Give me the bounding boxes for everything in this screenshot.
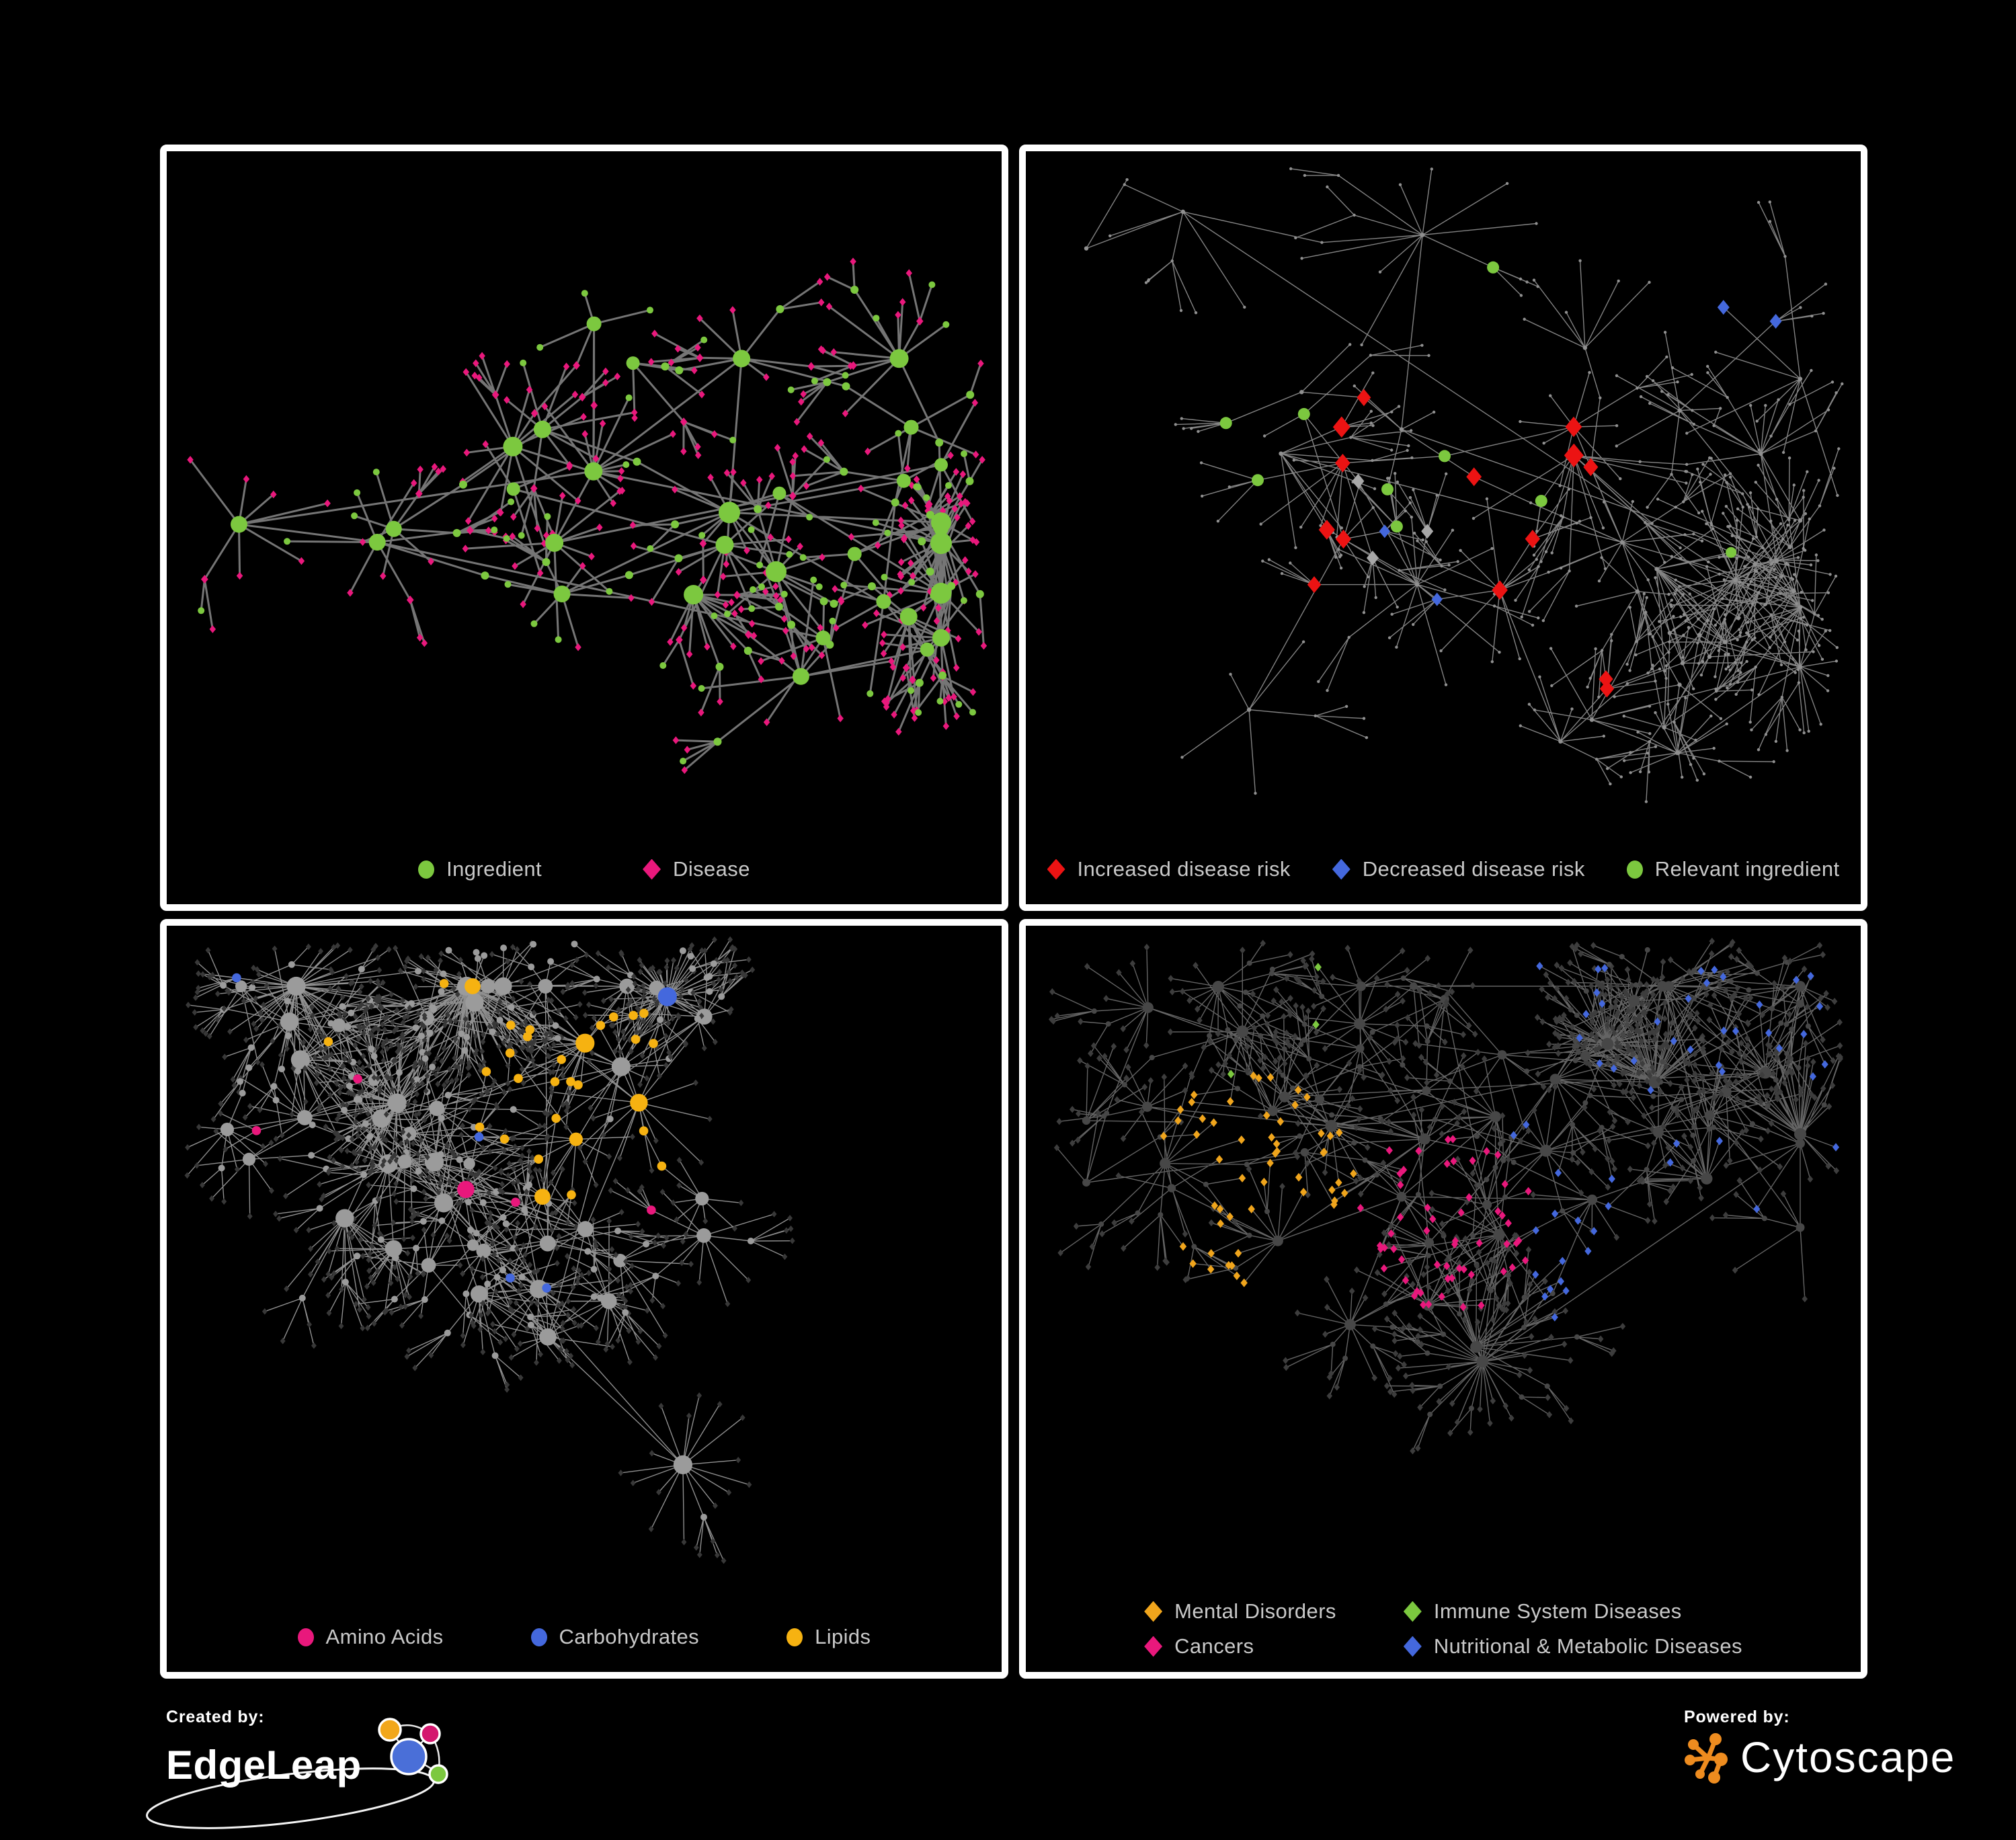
mental-disorders-marker-icon [1144, 1601, 1163, 1622]
legend-item-mental-disorders: Mental Disorders [1144, 1599, 1336, 1624]
network-canvas [184, 936, 795, 1564]
cancers-marker-icon [1144, 1636, 1163, 1657]
legend-label: Cancers [1174, 1634, 1254, 1658]
panel-legend: Increased disease risk Decreased disease… [1026, 857, 1861, 881]
disease-marker-icon [643, 858, 661, 880]
legend-label: Increased disease risk [1077, 857, 1291, 881]
cytoscape-brand: Cytoscape [1684, 1731, 1955, 1784]
network-canvas [187, 257, 987, 774]
nutritional-metabolic-marker-icon [1403, 1636, 1422, 1657]
lipids-marker-icon [787, 1628, 803, 1646]
legend-label: Amino Acids [325, 1625, 444, 1648]
increased-risk-marker-icon [1047, 858, 1065, 880]
cytoscape-logo [1685, 1733, 1728, 1784]
legend-label: Immune System Diseases [1433, 1599, 1682, 1623]
relevant-ingredient-marker-icon [1626, 860, 1643, 879]
legend-item-amino-acids: Amino Acids [297, 1625, 444, 1649]
legend-label: Lipids [815, 1625, 871, 1648]
carbohydrates-marker-icon [530, 1628, 547, 1646]
created-by-label: Created by: [166, 1708, 265, 1726]
network-panel-disease-classes: Mental Disorders Immune System Diseases … [1019, 919, 1867, 1679]
legend-item-carbohydrates: Carbohydrates [530, 1625, 700, 1649]
legend-item-lipids: Lipids [787, 1625, 871, 1649]
panel-legend: Amino Acids Carbohydrates Lipids [167, 1625, 1002, 1649]
powered-by-block: Powered by: Cytoscape [1684, 1708, 1955, 1784]
legend-label: Decreased disease risk [1362, 857, 1585, 881]
legend-label: Disease [673, 857, 750, 881]
legend-item-decreased-risk: Decreased disease risk [1332, 857, 1585, 881]
panel-legend: Mental Disorders Immune System Diseases … [1026, 1599, 1861, 1658]
legend-item-cancers: Cancers [1144, 1634, 1336, 1658]
legend-label: Carbohydrates [559, 1625, 700, 1648]
legend-item-immune-diseases: Immune System Diseases [1403, 1599, 1742, 1624]
cytoscape-wordmark: Cytoscape [1740, 1733, 1956, 1782]
legend-label: Relevant ingredient [1654, 857, 1840, 881]
legend-item-nutritional-metabolic: Nutritional & Metabolic Diseases [1403, 1634, 1742, 1658]
legend-item-ingredient: Ingredient [418, 857, 542, 881]
network-canvas [1084, 167, 1844, 803]
panel-legend: Ingredient Disease [167, 857, 1002, 881]
created-by-block: Created by: EdgeLeap [146, 1708, 461, 1829]
network-panel-ingredient-disease: Ingredient Disease [160, 145, 1008, 911]
network-panel-ingredient-classes: Amino Acids Carbohydrates Lipids [160, 919, 1008, 1679]
legend-label: Ingredient [446, 857, 542, 881]
ingredient-marker-icon [418, 860, 435, 879]
legend-item-increased-risk: Increased disease risk [1047, 857, 1291, 881]
immune-system-diseases-marker-icon [1403, 1601, 1422, 1622]
network-panel-disease-risk: Increased disease risk Decreased disease… [1019, 145, 1867, 911]
amino-acids-marker-icon [297, 1628, 314, 1646]
legend-label: Nutritional & Metabolic Diseases [1433, 1634, 1742, 1658]
legend-item-disease: Disease [643, 857, 750, 881]
edgeleap-brand: EdgeLeap [146, 1718, 461, 1829]
edgeleap-logo [377, 1718, 448, 1784]
powered-by-label: Powered by: [1684, 1708, 1790, 1726]
network-canvas [1049, 937, 1843, 1455]
decreased-risk-marker-icon [1332, 858, 1350, 880]
legend-label: Mental Disorders [1174, 1599, 1336, 1623]
legend-item-relevant-ingredient: Relevant ingredient [1626, 857, 1840, 881]
edgeleap-wordmark: EdgeLeap [166, 1742, 362, 1788]
